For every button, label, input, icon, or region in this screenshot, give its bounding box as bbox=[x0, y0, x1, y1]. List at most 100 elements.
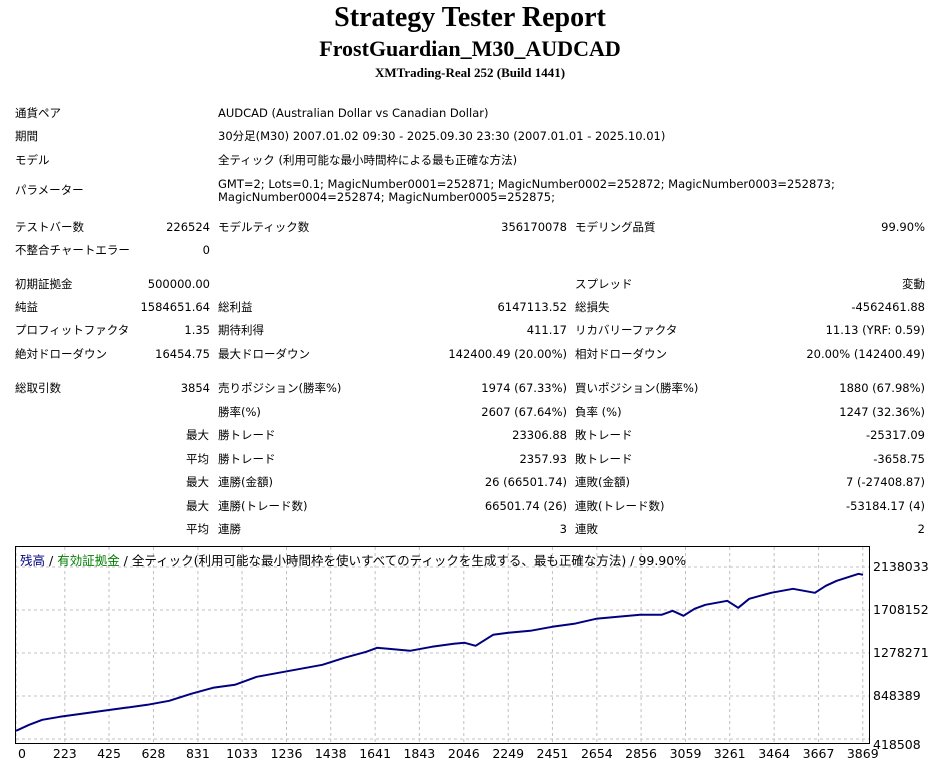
long-value: 1880 (67.98%) bbox=[839, 381, 925, 395]
max-consec-profit-value: 66501.74 (26) bbox=[484, 499, 567, 513]
win-label: 勝率(%) bbox=[218, 405, 261, 419]
y-tick-label: 848389 bbox=[873, 688, 921, 703]
avg-consec-win-value: 3 bbox=[559, 522, 567, 536]
x-tick-label: 3059 bbox=[669, 746, 702, 761]
x-tick-label: 3667 bbox=[802, 746, 835, 761]
spread-label: スプレッド bbox=[575, 277, 633, 291]
pf-label: プロフィットファクタ bbox=[15, 323, 130, 337]
abs-dd-label: 絶対ドローダウン bbox=[15, 347, 107, 361]
avg-loss-label: 敗トレード bbox=[575, 452, 633, 466]
max-consec-win-value: 26 (66501.74) bbox=[484, 475, 567, 489]
avg-consec-loss-value: 2 bbox=[917, 522, 925, 536]
x-tick-label: 223 bbox=[52, 746, 77, 761]
legend-separator: / bbox=[119, 553, 132, 568]
period-value: 30分足(M30) 2007.01.02 09:30 - 2025.09.30 … bbox=[218, 129, 666, 143]
model-label: モデル bbox=[15, 153, 50, 167]
loss-label: 負率 (%) bbox=[575, 405, 622, 419]
expected-value: 411.17 bbox=[526, 323, 567, 337]
x-tick-label: 3464 bbox=[758, 746, 791, 761]
legend-equity: 有効証拠金 bbox=[57, 553, 120, 568]
bars-value: 226524 bbox=[166, 220, 210, 234]
x-tick-label: 1843 bbox=[403, 746, 436, 761]
x-tick-label: 3261 bbox=[713, 746, 746, 761]
max-prefix: 最大 bbox=[186, 475, 209, 489]
max-consec-profit-label: 連勝(トレード数) bbox=[218, 499, 308, 513]
legend-description: 全ティック(利用可能な最小時間枠を使いすべてのティックを生成する、最も正確な方法… bbox=[131, 553, 687, 568]
legend-separator: / bbox=[45, 553, 58, 568]
x-tick-label: 1641 bbox=[359, 746, 392, 761]
y-tick-label: 1278271 bbox=[873, 644, 929, 660]
x-tick-label: 1033 bbox=[226, 746, 258, 761]
total-trades-label: 総取引数 bbox=[15, 381, 61, 395]
largest-loss-value: -25317.09 bbox=[865, 428, 925, 442]
max-dd-label: 最大ドローダウン bbox=[218, 347, 310, 361]
rel-dd-label: 相対ドローダウン bbox=[575, 347, 667, 361]
x-tick-label: 2046 bbox=[447, 746, 480, 761]
x-tick-label: 2856 bbox=[625, 746, 657, 761]
symbol-label: 通貨ペア bbox=[15, 106, 61, 120]
params-line2: MagicNumber0004=252874; MagicNumber0005=… bbox=[218, 190, 555, 204]
rel-dd-value: 20.00% (142400.49) bbox=[806, 347, 925, 361]
x-tick-label: 1438 bbox=[314, 746, 347, 761]
expected-label: 期待利得 bbox=[218, 323, 264, 337]
gross-loss-label: 総損失 bbox=[575, 300, 610, 314]
long-label: 買いポジション(勝率%) bbox=[575, 381, 699, 395]
x-tick-label: 2249 bbox=[492, 746, 525, 761]
avg-win-value: 2357.93 bbox=[519, 452, 567, 466]
largest-win-value: 23306.88 bbox=[512, 428, 567, 442]
gross-profit-value: 6147113.52 bbox=[497, 300, 567, 314]
max-dd-value: 142400.49 (20.00%) bbox=[448, 347, 567, 361]
balance-series-line bbox=[15, 572, 864, 732]
largest-loss-label: 敗トレード bbox=[575, 428, 633, 442]
chart-legend: 残高 / 有効証拠金 / 全ティック(利用可能な最小時間枠を使いすべてのティック… bbox=[20, 550, 686, 569]
x-tick-label: 425 bbox=[97, 746, 121, 761]
max-prefix: 最大 bbox=[186, 499, 209, 513]
quality-value: 99.90% bbox=[881, 220, 925, 234]
avg-prefix: 平均 bbox=[186, 452, 209, 466]
x-tick-label: 628 bbox=[141, 746, 166, 761]
max-consec-lossamt-label: 連敗(トレード数) bbox=[575, 499, 665, 513]
recovery-label: リカバリーファクタ bbox=[575, 323, 678, 337]
symbol-value: AUDCAD (Australian Dollar vs Canadian Do… bbox=[218, 106, 489, 120]
max-consec-lossamt-value: -53184.17 (4) bbox=[846, 499, 925, 513]
short-value: 1974 (67.33%) bbox=[481, 381, 567, 395]
avg-consec-loss-label: 連敗 bbox=[575, 522, 598, 536]
x-tick-label: 3869 bbox=[846, 746, 879, 761]
y-tick-label: 2138033 bbox=[873, 559, 929, 574]
recovery-value: 11.13 (YRF: 0.59) bbox=[825, 323, 925, 337]
pf-value: 1.35 bbox=[184, 323, 210, 337]
deposit-value: 500000.00 bbox=[147, 277, 210, 291]
ticks-value: 356170078 bbox=[501, 220, 567, 234]
y-tick-label: 418508 bbox=[873, 737, 921, 752]
net-value: 1584651.64 bbox=[140, 300, 210, 314]
win-value: 2607 (67.64%) bbox=[481, 405, 567, 419]
report-title: Strategy Tester Report bbox=[334, 2, 606, 33]
balance-chart-svg bbox=[15, 547, 869, 743]
abs-dd-value: 16454.75 bbox=[155, 347, 210, 361]
deposit-label: 初期証拠金 bbox=[15, 277, 73, 291]
x-tick-label: 2451 bbox=[536, 746, 569, 761]
largest-win-label: 勝トレード bbox=[218, 428, 276, 442]
gross-profit-label: 総利益 bbox=[218, 300, 253, 314]
legend-balance: 残高 bbox=[20, 553, 46, 568]
errors-label: 不整合チャートエラー bbox=[15, 243, 130, 257]
model-value: 全ティック (利用可能な最小時間枠による最も正確な方法) bbox=[218, 153, 518, 167]
balance-chart bbox=[15, 546, 870, 744]
errors-value: 0 bbox=[202, 243, 210, 257]
gross-loss-value: -4562461.88 bbox=[851, 300, 925, 314]
max-consec-loss-value: 7 (-27408.87) bbox=[846, 475, 925, 489]
x-tick-label: 831 bbox=[185, 746, 210, 761]
ticks-label: モデルティック数 bbox=[218, 220, 310, 234]
max-prefix: 最大 bbox=[186, 428, 209, 442]
total-trades-value: 3854 bbox=[180, 381, 210, 395]
net-label: 純益 bbox=[15, 300, 38, 314]
bars-label: テストバー数 bbox=[15, 220, 84, 234]
params-line1: GMT=2; Lots=0.1; MagicNumber0001=252871;… bbox=[218, 177, 835, 191]
loss-value: 1247 (32.36%) bbox=[839, 405, 925, 419]
max-consec-loss-label: 連敗(金額) bbox=[575, 475, 630, 489]
report-subtitle: FrostGuardian_M30_AUDCAD bbox=[319, 36, 621, 61]
short-label: 売りポジション(勝率%) bbox=[218, 381, 342, 395]
x-tick-label: 0 bbox=[18, 746, 26, 761]
y-tick-label: 1708152 bbox=[873, 602, 929, 617]
avg-consec-win-label: 連勝 bbox=[218, 522, 241, 536]
